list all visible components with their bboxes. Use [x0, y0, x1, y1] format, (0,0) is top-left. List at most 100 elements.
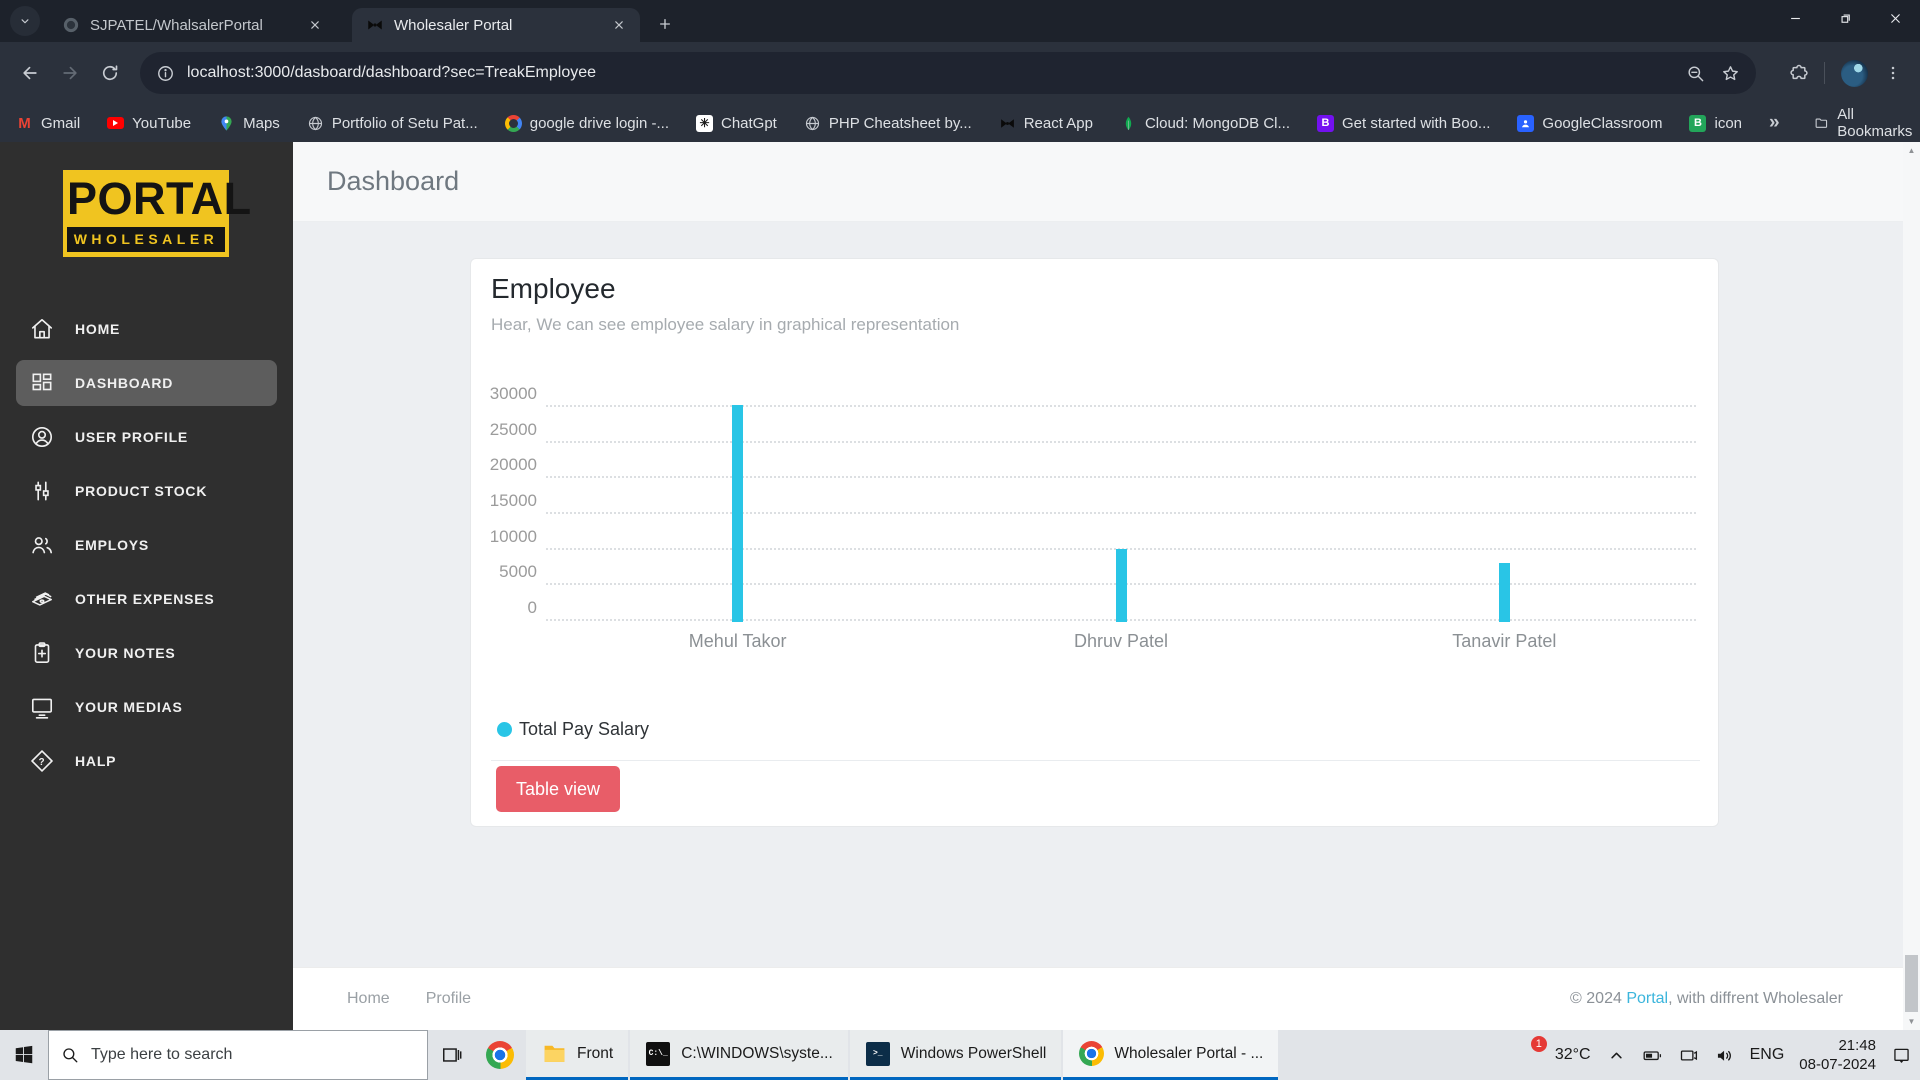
sidebar-item-label: EMPLOYS — [75, 537, 150, 553]
globe-icon — [307, 115, 324, 132]
chrome-pinned-button[interactable] — [476, 1030, 524, 1080]
all-bookmarks-button[interactable]: All Bookmarks — [1814, 106, 1916, 140]
menu-dots-icon[interactable] — [1876, 56, 1910, 90]
chevron-up-icon[interactable] — [1606, 1045, 1627, 1066]
bookmark-item[interactable]: YouTube — [107, 115, 191, 132]
browser-toolbar: localhost:3000/dasboard/dashboard?sec=Tr… — [0, 42, 1920, 104]
display-device-icon[interactable] — [1678, 1045, 1699, 1066]
tab-close-icon[interactable] — [304, 14, 326, 36]
back-icon[interactable] — [13, 56, 47, 90]
sidebar-item-product-stock[interactable]: PRODUCT STOCK — [16, 468, 277, 514]
bookmark-item[interactable]: Maps — [218, 115, 280, 132]
clock[interactable]: 21:48 08-07-2024 — [1799, 1036, 1876, 1075]
bookmark-item[interactable]: Cloud: MongoDB Cl... — [1120, 115, 1290, 132]
bookmark-item[interactable]: GoogleClassroom — [1517, 114, 1663, 132]
green-b-icon: B — [1689, 114, 1707, 132]
bookmark-item[interactable]: Portfolio of Setu Pat... — [307, 115, 478, 132]
bookmark-item[interactable]: PHP Cheatsheet by... — [804, 115, 972, 132]
bookmark-item[interactable]: M Gmail — [16, 115, 80, 132]
address-bar[interactable]: localhost:3000/dasboard/dashboard?sec=Tr… — [140, 52, 1756, 94]
table-view-button[interactable]: Table view — [496, 766, 620, 812]
taskbar-app-c-windows-syste-[interactable]: C:\_ C:\WINDOWS\syste... — [630, 1030, 848, 1080]
gridline-25000 — [546, 440, 1696, 443]
taskbar-app-label: Windows PowerShell — [900, 1044, 1047, 1062]
bookmark-item[interactable]: React App — [999, 115, 1093, 132]
bookmark-label: GoogleClassroom — [1542, 114, 1663, 132]
bookmark-label: ChatGpt — [720, 114, 777, 132]
tab-title: Wholesaler Portal — [394, 16, 513, 34]
sidebar-item-label: OTHER EXPENSES — [75, 591, 215, 607]
date-label: 08-07-2024 — [1799, 1056, 1876, 1073]
notes-icon — [29, 640, 55, 666]
scrollbar-thumb[interactable] — [1905, 955, 1918, 1012]
sidebar-item-your-medias[interactable]: YOUR MEDIAS — [16, 684, 277, 730]
sidebar-item-label: HALP — [75, 753, 117, 769]
close-button[interactable] — [1870, 0, 1920, 36]
powershell-icon: >_ — [865, 1041, 891, 1067]
bar-mehul-takor — [732, 405, 744, 622]
footer-link-home[interactable]: Home — [347, 990, 390, 1007]
sidebar-item-home[interactable]: HOME — [16, 306, 277, 352]
restore-button[interactable] — [1820, 0, 1870, 36]
sidebar: PORTAL WHOLESALER HOME DASHBOARD USER PROF… — [0, 142, 293, 1030]
browser-tab-github[interactable]: SJPATEL/WhalsalerPortal — [48, 8, 336, 42]
help-icon: ? — [29, 748, 55, 774]
new-tab-button[interactable] — [650, 9, 680, 39]
reload-icon[interactable] — [93, 56, 127, 90]
weather-icon[interactable]: 1 — [1511, 1035, 1547, 1070]
bookmark-item[interactable]: google drive login -... — [504, 114, 669, 132]
battery-icon[interactable] — [1642, 1045, 1663, 1066]
y-tick-label: 0 — [527, 598, 537, 617]
task-view-button[interactable] — [428, 1030, 476, 1080]
action-center-icon[interactable] — [1891, 1045, 1912, 1066]
scroll-down-icon[interactable]: ▼ — [1907, 1017, 1916, 1026]
bootstrap-icon: B — [1317, 114, 1335, 132]
sidebar-item-dashboard[interactable]: DASHBOARD — [16, 360, 277, 406]
footer-link-profile[interactable]: Profile — [425, 990, 472, 1007]
sidebar-item-user-profile[interactable]: USER PROFILE — [16, 414, 277, 460]
sidebar-item-employs[interactable]: EMPLOYS — [16, 522, 277, 568]
browser-tab-wholesaler-portal[interactable]: Wholesaler Portal — [352, 8, 640, 42]
site-info-icon[interactable] — [156, 64, 175, 83]
bookmarks-overflow-chevron[interactable]: » — [1769, 112, 1779, 133]
system-tray: 1 32°C ENG 21:48 08-07-2024 — [1511, 1030, 1920, 1080]
taskbar-search-input[interactable]: Type here to search — [48, 1030, 428, 1080]
taskbar-app-windows-powershell[interactable]: >_ Windows PowerShell — [849, 1030, 1062, 1080]
all-bookmarks-label: All Bookmarks — [1837, 106, 1913, 140]
gridline-30000 — [546, 405, 1696, 407]
legend-dot-icon — [497, 722, 512, 737]
extensions-puzzle-icon[interactable] — [1782, 56, 1816, 90]
start-button[interactable] — [0, 1030, 48, 1080]
notification-badge: 1 — [1530, 1035, 1547, 1052]
sidebar-item-halp[interactable]: ? HALP — [16, 738, 277, 784]
zoom-out-icon[interactable] — [1686, 64, 1705, 83]
copyright-portal-link[interactable]: Portal — [1626, 990, 1669, 1007]
speaker-icon[interactable] — [1714, 1045, 1735, 1066]
bookmark-item[interactable]: B Get started with Boo... — [1317, 114, 1490, 132]
temperature-label[interactable]: 32°C — [1554, 1046, 1591, 1063]
taskbar-app-wholesaler-portal-[interactable]: Wholesaler Portal - ... — [1063, 1030, 1279, 1080]
forward-icon[interactable] — [53, 56, 87, 90]
sidebar-item-your-notes[interactable]: YOUR NOTES — [16, 630, 277, 676]
cmd-icon: C:\_ — [645, 1041, 671, 1067]
employs-icon — [29, 532, 55, 558]
tab-close-icon[interactable] — [608, 14, 630, 36]
url-text[interactable]: localhost:3000/dasboard/dashboard?sec=Tr… — [187, 64, 597, 81]
browser-scrollbar[interactable]: ▲ ▼ — [1903, 142, 1920, 1030]
chrome-icon — [486, 1041, 514, 1069]
taskbar-app-front[interactable]: Front — [526, 1030, 629, 1080]
classroom-icon — [1517, 114, 1535, 132]
tab-search-chevron-icon[interactable] — [10, 6, 40, 36]
bookmark-label: React App — [1023, 114, 1093, 132]
sidebar-item-other-expenses[interactable]: OTHER EXPENSES — [16, 576, 277, 622]
sidebar-item-label: HOME — [75, 321, 121, 337]
bookmark-star-icon[interactable] — [1721, 64, 1740, 83]
youtube-icon — [107, 115, 125, 132]
bookmark-item[interactable]: ✳ ChatGpt — [695, 114, 777, 132]
profile-avatar[interactable] — [1841, 59, 1868, 87]
card-divider — [491, 760, 1700, 761]
minimize-button[interactable] — [1770, 0, 1820, 36]
language-label[interactable]: ENG — [1749, 1046, 1785, 1063]
scroll-up-icon[interactable]: ▲ — [1907, 146, 1916, 155]
